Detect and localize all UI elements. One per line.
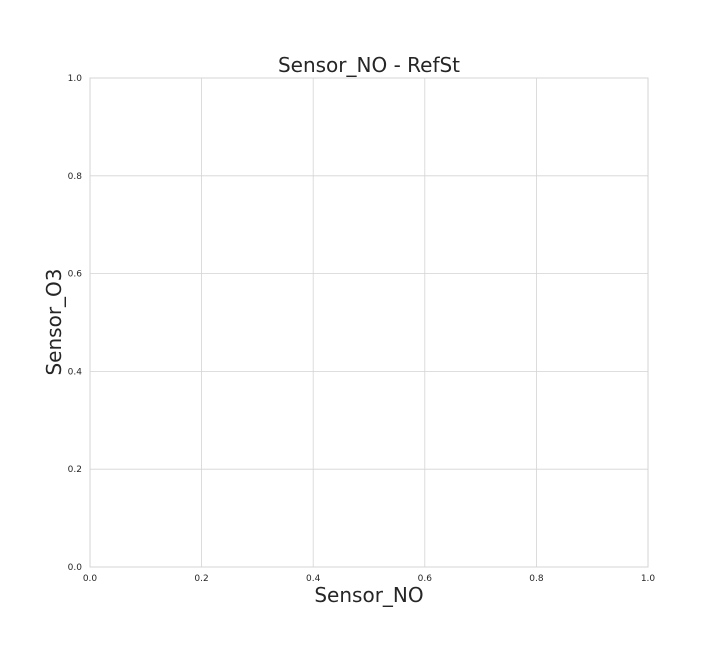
y-tick-label: 0.4 — [68, 367, 83, 377]
y-axis-label: Sensor_O3 — [42, 268, 66, 375]
y-tick-label: 0.0 — [68, 563, 83, 573]
plot-area — [89, 77, 649, 568]
x-tick-label: 0.2 — [194, 574, 208, 584]
x-tick-label: 0.6 — [418, 574, 433, 584]
chart-title: Sensor_NO - RefSt — [278, 53, 460, 77]
x-tick-label: 1.0 — [641, 574, 656, 584]
tick-labels: 0.0 0.2 0.4 0.6 0.8 1.0 0.0 0.2 0.4 0.6 0.8 1.0 — [68, 74, 656, 584]
y-tick-label: 1.0 — [68, 74, 83, 84]
x-tick-label: 0.0 — [83, 574, 98, 584]
y-tick-label: 0.6 — [68, 270, 83, 280]
y-tick-label: 0.8 — [68, 172, 83, 182]
grid — [89, 77, 649, 568]
x-tick-label: 0.8 — [529, 574, 544, 584]
x-tick-label: 0.4 — [306, 574, 321, 584]
y-tick-label: 0.2 — [68, 465, 82, 475]
x-axis-label: Sensor_NO — [314, 583, 423, 607]
